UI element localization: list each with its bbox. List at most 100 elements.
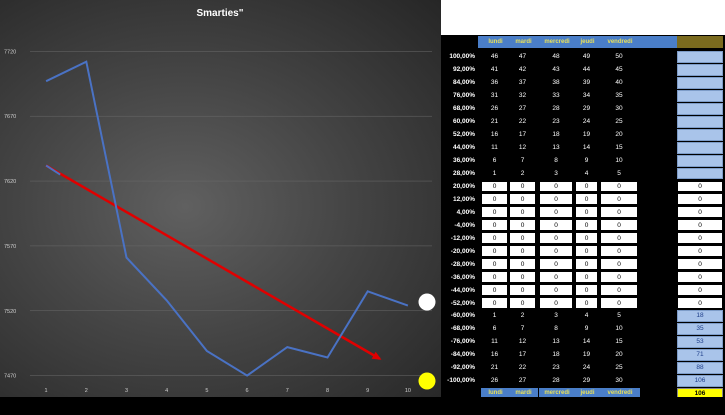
percent-label: 36,00% bbox=[452, 157, 475, 165]
y-tick-label: 7520 bbox=[4, 309, 16, 315]
percent-label: -100,00% bbox=[447, 377, 475, 385]
percent-label: 44,00% bbox=[452, 144, 475, 152]
grid-cell: 0 bbox=[481, 258, 508, 271]
grid-cell: 0 bbox=[509, 271, 536, 284]
grid-cell: 34 bbox=[575, 89, 598, 102]
line-chart: Smarties" 7720 7670 7620 7570 7520 7470 1 2 3 4 5… bbox=[4, 8, 436, 394]
extra-header bbox=[677, 36, 723, 48]
grid-cell: 27 bbox=[509, 102, 536, 115]
y-tick-label: 7670 bbox=[4, 114, 16, 120]
top-blank-area bbox=[441, 0, 725, 35]
grid-cell: 43 bbox=[539, 63, 573, 76]
percent-label: -20,00% bbox=[450, 247, 475, 255]
grid-cell: 0 bbox=[539, 206, 573, 219]
grid-cell: 0 bbox=[600, 245, 638, 258]
percent-label: -84,00% bbox=[450, 351, 475, 359]
grid-cell: 23 bbox=[539, 361, 573, 374]
grid-cell: 1 bbox=[481, 167, 508, 180]
percent-label: 12,00% bbox=[452, 195, 475, 203]
grid-cell: 3 bbox=[539, 310, 573, 322]
series-line bbox=[45, 60, 409, 377]
grid-cell: 0 bbox=[481, 245, 508, 258]
grid-cell: 33 bbox=[539, 89, 573, 102]
grid-cell: 25 bbox=[600, 361, 638, 374]
x-tick-label: 4 bbox=[165, 388, 168, 394]
grid-cell: 17 bbox=[509, 348, 536, 361]
grid-cell: 15 bbox=[600, 335, 638, 348]
grid-cell: 31 bbox=[481, 89, 508, 102]
grid-cell: 6 bbox=[481, 322, 508, 335]
percent-label: 100,00% bbox=[449, 53, 475, 61]
grid-cell: 5 bbox=[600, 310, 638, 322]
x-tick-label: 8 bbox=[326, 388, 329, 394]
grid-cell: 23 bbox=[539, 115, 573, 128]
day-header-jeudi: jeudi bbox=[575, 36, 600, 48]
total-cell: 0 bbox=[677, 245, 723, 258]
trend-start-segment bbox=[45, 164, 61, 176]
grid-cell: 0 bbox=[600, 206, 638, 219]
grid-cell: 0 bbox=[481, 284, 508, 297]
grid-cell: 0 bbox=[509, 219, 536, 232]
percent-label: -92,00% bbox=[450, 364, 475, 372]
total-cell: 0 bbox=[677, 219, 723, 232]
total-cell: 0 bbox=[677, 271, 723, 284]
grid-cell: 3 bbox=[539, 167, 573, 180]
data-grid: lundi mardi mercredi jeudi vendredi lundi mard… bbox=[441, 0, 725, 415]
gridlines bbox=[30, 51, 432, 376]
grid-cell: 0 bbox=[539, 284, 573, 297]
percent-label: 92,00% bbox=[452, 66, 475, 74]
grid-cell: 26 bbox=[481, 102, 508, 115]
grid-cell: 6 bbox=[481, 154, 508, 167]
total-cell bbox=[677, 63, 723, 76]
percent-label: -44,00% bbox=[450, 286, 475, 294]
total-cell: 35 bbox=[677, 322, 723, 335]
grid-cell: 18 bbox=[539, 348, 573, 361]
x-tick-label: 6 bbox=[246, 388, 249, 394]
percent-label: -76,00% bbox=[450, 338, 475, 346]
percent-label: -12,00% bbox=[450, 234, 475, 242]
grid-cell: 16 bbox=[481, 128, 508, 141]
grid-cell: 16 bbox=[481, 348, 508, 361]
grid-cell: 48 bbox=[539, 51, 573, 63]
grid-cell: 0 bbox=[481, 297, 508, 309]
grid-cell: 0 bbox=[539, 232, 573, 245]
grid-cell: 0 bbox=[600, 232, 638, 245]
grid-cell: 13 bbox=[539, 141, 573, 154]
percent-label: -60,00% bbox=[450, 312, 475, 320]
percent-label: 4,00% bbox=[456, 208, 475, 216]
grid-cell: 25 bbox=[600, 115, 638, 128]
grid-cell: 0 bbox=[600, 297, 638, 309]
day-footer-mardi: mardi bbox=[509, 388, 538, 398]
percent-label: -36,00% bbox=[450, 273, 475, 281]
total-cell: 0 bbox=[677, 193, 723, 206]
grid-cell: 0 bbox=[539, 297, 573, 309]
total-cell: 0 bbox=[677, 232, 723, 245]
percent-label: 84,00% bbox=[452, 79, 475, 87]
grid-cell: 11 bbox=[481, 141, 508, 154]
x-tick-label: 2 bbox=[85, 388, 88, 394]
percent-label: 76,00% bbox=[452, 92, 475, 100]
total-cell: 106 bbox=[677, 374, 723, 387]
grid-cell: 41 bbox=[481, 63, 508, 76]
grid-cell: 1 bbox=[481, 310, 508, 322]
x-tick-label: 5 bbox=[205, 388, 208, 394]
grid-cell: 35 bbox=[600, 89, 638, 102]
percent-label: -68,00% bbox=[450, 325, 475, 333]
grid-cell: 0 bbox=[575, 219, 598, 232]
grid-cell: 47 bbox=[509, 51, 536, 63]
grid-cell: 0 bbox=[575, 206, 598, 219]
grid-cell: 0 bbox=[539, 180, 573, 193]
grid-cell: 28 bbox=[539, 374, 573, 387]
trend-arrow-line bbox=[45, 164, 381, 360]
grid-cell: 21 bbox=[481, 361, 508, 374]
grid-cell: 11 bbox=[481, 335, 508, 348]
grid-cell: 0 bbox=[539, 193, 573, 206]
grid-cell: 21 bbox=[481, 115, 508, 128]
day-header-mardi: mardi bbox=[509, 36, 538, 48]
grid-cell: 30 bbox=[600, 374, 638, 387]
grid-cell: 7 bbox=[509, 322, 536, 335]
grid-cell: 0 bbox=[539, 258, 573, 271]
total-cell: 0 bbox=[677, 297, 723, 309]
grid-cell: 0 bbox=[575, 258, 598, 271]
x-tick-label: 10 bbox=[405, 388, 411, 394]
